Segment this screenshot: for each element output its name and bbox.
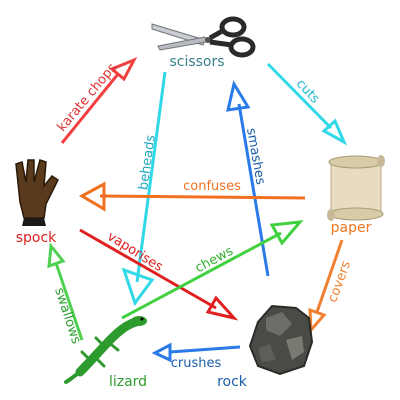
edge-chews [121,220,304,320]
edge-smashes-line [237,103,270,277]
edge-confuses-arrowhead [78,181,106,212]
edge-label-vaporises: vaporises [104,229,165,275]
edge-crushes-arrowhead [151,342,172,363]
edge-vaporises-arrowhead [205,295,239,321]
edge-smashes-arrowhead [226,80,251,112]
edge-label-confuses: confuses [183,179,241,194]
paper-scroll-icon [327,155,385,221]
edge-covers-arrowhead [308,307,327,334]
edge-label-chews: chews [193,244,236,277]
edge-confuses [78,181,306,212]
edge-crushes-line [169,345,241,354]
edge-label-karate-chops: karate chops [55,61,121,135]
edge-vaporises [79,228,239,321]
node-label-paper: paper [331,220,372,236]
edge-covers [308,239,344,334]
node-spock: spock [15,159,59,246]
edge-covers-line [315,239,344,313]
node-lizard: lizard [64,316,147,390]
node-label-spock: spock [16,230,57,246]
edge-karate-chops-arrowhead [109,57,138,82]
edge-karate-chops-line [60,73,120,144]
edge-smashes [226,80,270,277]
node-rock: rock [217,304,314,390]
edge-vaporises-line [79,228,217,310]
lizard-icon [64,316,147,384]
edge-beheads-arrowhead [121,267,155,307]
edge-label-swallows: swallows [51,286,83,346]
edge-label-crushes: crushes [171,356,222,371]
edge-swallows [47,242,84,341]
node-scissors: scissors [151,16,256,70]
edge-swallows-arrowhead [47,242,66,269]
edge-chews-arrowhead [269,220,304,246]
edge-beheads [121,71,167,307]
scissors-icon [151,16,256,58]
edge-confuses-line [99,194,306,200]
edge-crushes [151,342,241,363]
edge-label-beheads: beheads [136,134,159,191]
edge-label-covers: covers [325,259,354,305]
node-label-scissors: scissors [169,54,224,70]
edge-cuts [266,62,348,146]
vulcan-salute-hand-icon [15,159,59,226]
edge-cuts-line [266,62,333,130]
edge-chews-line [121,231,282,320]
edge-cuts-arrowhead [321,118,348,146]
edge-swallows-line [54,262,84,341]
node-label-rock: rock [217,374,248,390]
rock-icon [248,304,314,376]
node-label-lizard: lizard [109,374,147,390]
node-paper: paper [327,155,385,236]
edge-karate-chops [60,57,138,144]
edge-beheads-line [135,71,167,283]
